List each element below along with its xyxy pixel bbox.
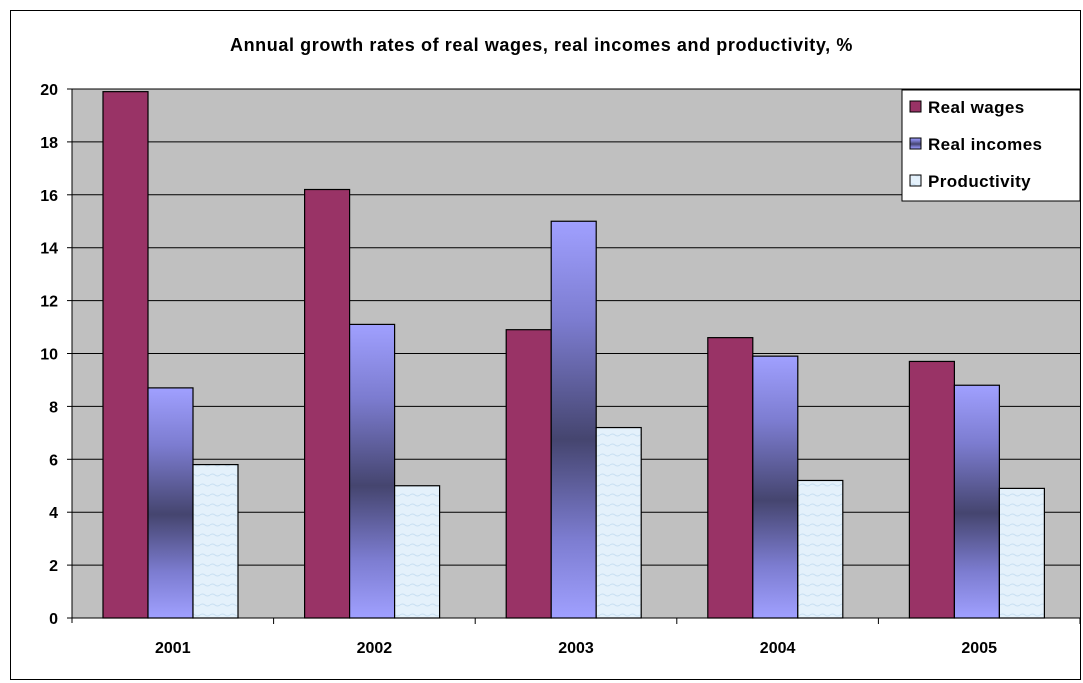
y-axis-labels: 0 2 4 6 8 10 12 14 16 18 20 [40, 82, 58, 628]
y-tick-label: 4 [49, 505, 58, 522]
legend-label: Real wages [928, 98, 1025, 117]
legend-label: Real incomes [928, 135, 1042, 154]
y-tick-label: 6 [49, 452, 58, 469]
y-tick-label: 18 [40, 135, 58, 152]
y-tick-label: 8 [49, 399, 58, 416]
y-tick-label: 14 [40, 241, 58, 258]
bar-real-wages-2001 [102, 91, 149, 619]
legend: Real wages Real incomes Productivity [901, 89, 1081, 202]
bar-productivity-2001 [192, 463, 239, 619]
bar-real-incomes-2001 [147, 387, 194, 619]
x-tick-label: 2001 [155, 640, 191, 657]
legend-swatch [909, 100, 922, 113]
x-axis-labels: 2001 2002 2003 2004 2005 [155, 640, 997, 657]
bar-real-incomes-2005 [953, 384, 1001, 619]
bar-real-incomes-2004 [752, 355, 799, 619]
bar-real-incomes-2003 [550, 220, 597, 619]
bar-productivity-2003 [595, 426, 642, 619]
x-tick-label: 2002 [357, 640, 393, 657]
y-tick-label: 2 [49, 558, 58, 575]
bar-real-wages-2002 [304, 188, 351, 619]
bar-real-wages-2005 [908, 360, 956, 619]
x-tick-label: 2003 [558, 640, 594, 657]
legend-label: Productivity [928, 172, 1031, 191]
y-tick-label: 0 [49, 611, 58, 628]
bar-real-wages-2004 [707, 337, 754, 619]
legend-swatch [909, 137, 922, 150]
y-tick-label: 20 [40, 82, 58, 99]
bar-productivity-2002 [394, 485, 441, 619]
bar-productivity-2005 [998, 487, 1046, 619]
bars [102, 91, 1046, 619]
bar-real-incomes-2002 [349, 323, 396, 619]
x-tick-label: 2004 [760, 640, 796, 657]
bar-real-wages-2003 [505, 329, 552, 619]
y-tick-label: 12 [40, 294, 58, 311]
chart-title: Annual growth rates of real wages, real … [229, 35, 853, 55]
x-tick-label: 2005 [961, 640, 997, 657]
axes [67, 88, 1081, 624]
y-tick-label: 16 [40, 188, 58, 205]
legend-swatch [909, 174, 922, 187]
y-tick-label: 10 [40, 347, 58, 364]
legend-box [901, 89, 1081, 202]
bar-productivity-2004 [797, 479, 844, 619]
